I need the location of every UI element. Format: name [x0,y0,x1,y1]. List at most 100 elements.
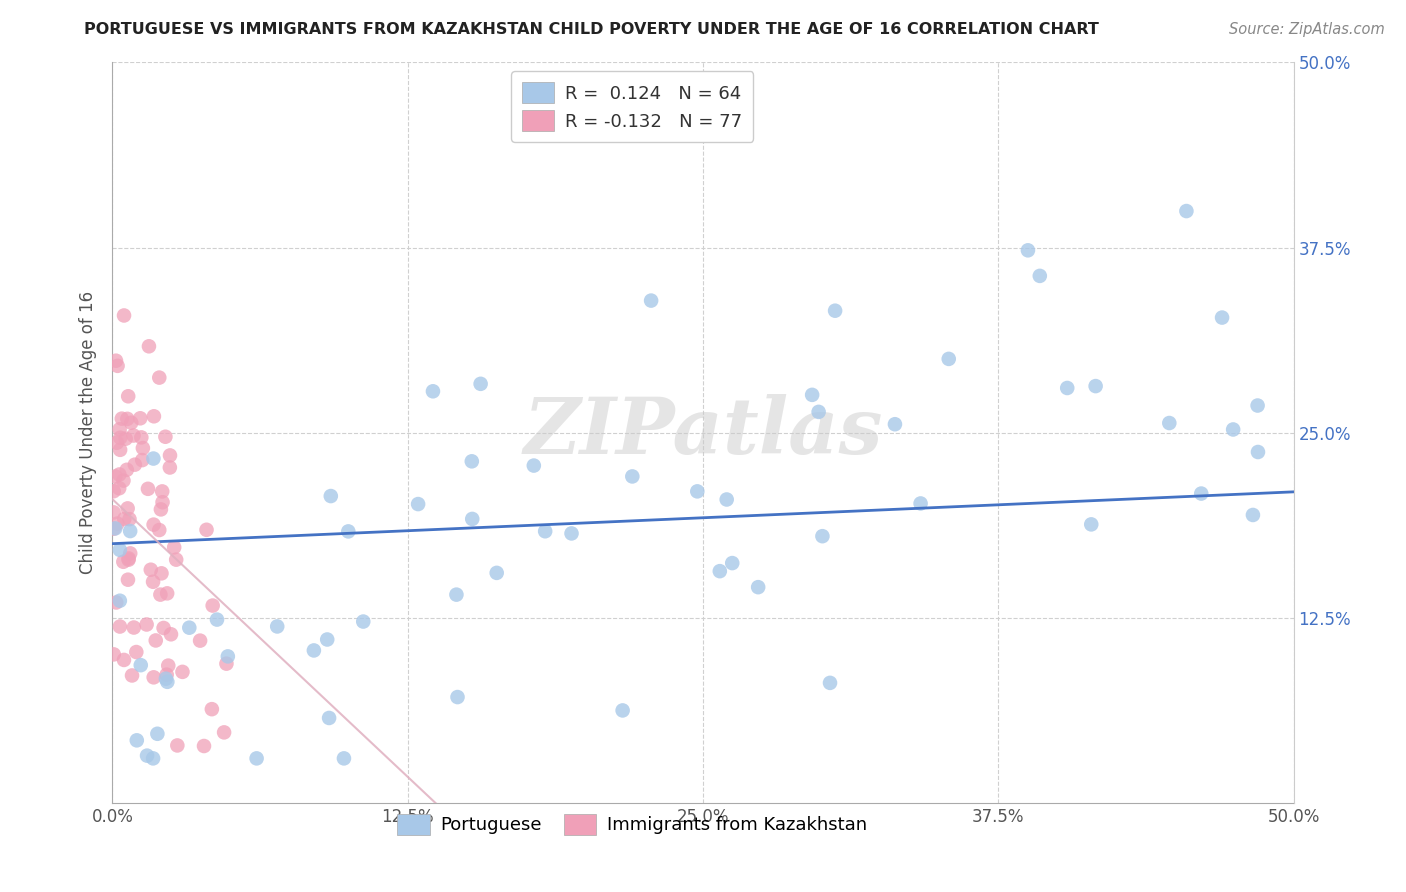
Point [193,739,215,753]
Point [108,619,131,633]
Point [122,621,145,635]
Point [148,523,170,537]
Point [104,353,127,368]
Point [108,442,131,457]
Point [188,633,211,648]
Point [117,389,139,403]
Point [120,524,142,538]
Point [142,451,165,466]
Point [534,524,557,539]
Point [709,564,731,578]
Point [105,435,128,450]
Point [117,551,139,566]
Point [129,658,152,673]
Point [105,595,128,609]
Point [104,521,127,535]
Point [104,469,127,483]
Point [124,458,146,472]
Point [105,516,128,531]
Point [201,599,224,613]
Point [160,627,183,641]
Point [1080,517,1102,532]
Text: ZIPatlas: ZIPatlas [523,394,883,471]
Point [156,667,179,681]
Point [148,370,170,384]
Point [112,309,135,323]
Point [318,711,340,725]
Point [446,588,468,602]
Point [1175,204,1198,219]
Point [120,546,142,560]
Point [884,417,907,432]
Point [103,505,125,519]
Point [406,497,429,511]
Point [103,648,125,662]
Point [120,416,142,430]
Point [135,617,157,632]
Point [108,481,131,495]
Point [111,411,134,425]
Point [422,384,444,399]
Point [801,388,824,402]
Point [1056,381,1078,395]
Point [246,751,269,765]
Point [1247,445,1270,459]
Point [107,359,129,373]
Point [131,430,153,444]
Point [316,632,339,647]
Point [117,501,139,516]
Point [112,653,135,667]
Point [485,566,508,580]
Point [165,552,187,566]
Point [103,522,125,536]
Point [217,649,239,664]
Point [179,621,201,635]
Point [461,454,484,468]
Point [1241,508,1264,522]
Point [121,668,143,682]
Point [157,658,180,673]
Point [163,541,186,555]
Point [1017,244,1039,258]
Point [156,674,179,689]
Point [150,566,173,581]
Point [152,495,174,509]
Point [108,422,131,436]
Point [112,555,135,569]
Point [640,293,662,308]
Point [337,524,360,539]
Point [132,441,155,455]
Point [142,517,165,532]
Point [142,409,165,424]
Point [112,474,135,488]
Point [266,619,288,633]
Point [201,702,224,716]
Point [461,512,484,526]
Point [333,751,356,765]
Point [159,449,181,463]
Point [142,751,165,765]
Point [612,703,634,717]
Point [136,748,159,763]
Point [159,460,181,475]
Point [146,727,169,741]
Point [155,672,177,686]
Point [156,586,179,600]
Text: Source: ZipAtlas.com: Source: ZipAtlas.com [1229,22,1385,37]
Point [716,492,738,507]
Point [818,676,841,690]
Point [215,657,238,671]
Point [811,529,834,543]
Point [824,303,846,318]
Point [129,411,152,425]
Point [166,739,188,753]
Point [142,670,165,684]
Point [1159,416,1181,430]
Point [1189,486,1212,500]
Point [138,339,160,353]
Point [1029,268,1052,283]
Point [108,542,131,557]
Point [155,430,177,444]
Point [150,484,173,499]
Point [149,588,172,602]
